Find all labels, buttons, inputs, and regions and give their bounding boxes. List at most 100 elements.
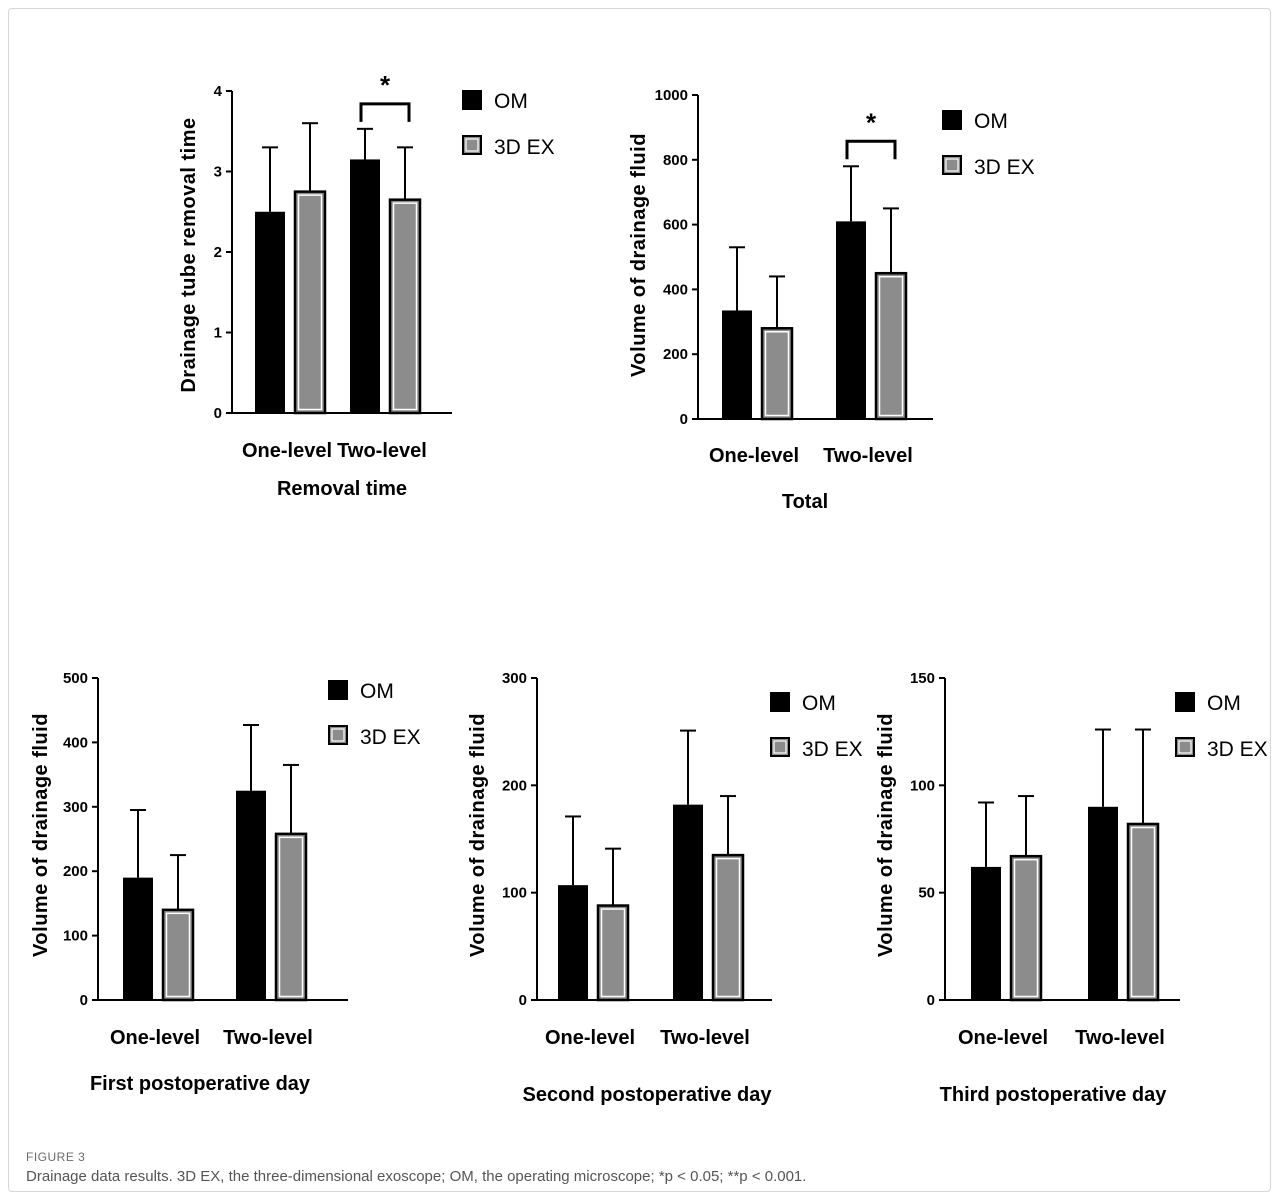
bar-3d-ex-inner (278, 836, 304, 998)
chart-removal-time: 0 1 2 3 4 One-level Two-level * Removal time Drai… (178, 70, 555, 500)
y-tick-label: 2 (214, 244, 222, 261)
y-tick-label: 0 (927, 992, 935, 1009)
legend-label-3d-ex: 3D EX (974, 156, 1035, 179)
legend-label-om: OM (974, 110, 1008, 133)
y-tick-label: 100 (502, 885, 527, 902)
x-axis-title: Total (782, 491, 828, 513)
bar-3d-ex (874, 271, 908, 421)
legend-swatch-3d-ex (328, 725, 348, 745)
x-category-label: Two-level (1075, 1027, 1165, 1049)
bar-3d-ex-inner (1013, 858, 1039, 998)
x-category-label: Two-level (660, 1027, 750, 1049)
bar-om (350, 159, 380, 413)
x-category-label: One-level (709, 445, 799, 467)
bar-3d-ex-inner (715, 857, 741, 998)
bar-3d-ex (596, 904, 630, 1002)
legend-label-om: OM (802, 692, 836, 715)
bar-om (971, 866, 1001, 1000)
x-category-label: One-level (242, 440, 332, 462)
y-tick-label: 800 (663, 152, 688, 169)
y-tick-label: 1 (214, 325, 222, 342)
bar-om (236, 790, 266, 1000)
legend-label-3d-ex: 3D EX (1207, 738, 1268, 761)
chart-second-postoperative-day: 0 100 200 300 One-level Two-level Second posto… (467, 670, 863, 1106)
y-tick-label: 100 (910, 777, 935, 794)
y-axis-title: Volume of drainage fluid (875, 713, 897, 957)
y-tick-label: 400 (63, 734, 88, 751)
bar-3d-ex (711, 853, 745, 1002)
x-axis-title: First postoperative day (90, 1073, 311, 1095)
legend-swatch-om (942, 110, 962, 130)
significance-bracket (845, 139, 897, 160)
y-tick-label: 100 (63, 928, 88, 945)
y-tick-label: 50 (918, 885, 935, 902)
legend-label-om: OM (1207, 692, 1241, 715)
bar-3d-ex (1126, 822, 1160, 1002)
legend-swatch-3d-ex-inner (1178, 740, 1192, 754)
legend-swatch-3d-ex-inner (773, 740, 787, 754)
bar-3d-ex-inner (392, 202, 418, 411)
legend-swatch-om (1175, 692, 1195, 712)
y-tick-label: 300 (502, 670, 527, 687)
bar-om (1088, 806, 1118, 1000)
bar-3d-ex (274, 832, 308, 1002)
figure-frame (8, 8, 1271, 1192)
legend-swatch-3d-ex (1175, 737, 1195, 757)
legend-swatch-3d-ex-inner (465, 138, 479, 152)
y-tick-label: 600 (663, 217, 688, 234)
y-tick-label: 0 (214, 405, 222, 422)
y-tick-label: 4 (214, 83, 223, 100)
bar-om (123, 877, 153, 1000)
y-tick-label: 300 (63, 799, 88, 816)
legend-swatch-om (770, 692, 790, 712)
x-category-label: One-level (110, 1027, 200, 1049)
significance-star: * (380, 70, 391, 100)
bar-3d-ex-inner (600, 908, 626, 998)
bar-3d-ex-inner (165, 912, 191, 998)
x-axis-title: Third postoperative day (940, 1084, 1168, 1106)
bar-3d-ex (161, 908, 195, 1002)
y-tick-label: 150 (910, 670, 935, 687)
chart-third-postoperative-day: 0 50 100 150 One-level Two-level Third postope… (875, 670, 1268, 1106)
x-axis-title: Second postoperative day (523, 1084, 773, 1106)
x-category-label: Two-level (823, 445, 913, 467)
legend-label-om: OM (494, 90, 528, 113)
chart-first-postoperative-day: 0 100 200 300 400 500 One-level Two-level First … (30, 670, 421, 1095)
y-tick-label: 400 (663, 281, 688, 298)
y-axis-title: Volume of drainage fluid (467, 713, 489, 957)
bar-3d-ex-inner (297, 194, 323, 411)
y-tick-label: 0 (80, 992, 88, 1009)
legend-label-3d-ex: 3D EX (802, 738, 863, 761)
bar-om (836, 221, 866, 419)
figure-caption-text: Drainage data results. 3D EX, the three-… (26, 1168, 807, 1185)
bar-3d-ex-inner (764, 331, 790, 417)
bar-om (558, 885, 588, 1000)
legend-swatch-3d-ex-inner (331, 728, 345, 742)
bar-3d-ex (388, 198, 422, 415)
bar-3d-ex-inner (878, 275, 904, 417)
y-tick-label: 0 (680, 411, 688, 428)
legend-swatch-3d-ex (462, 135, 482, 155)
y-tick-label: 3 (214, 164, 222, 181)
x-category-label: Two-level (337, 440, 427, 462)
legend-label-3d-ex: 3D EX (360, 726, 421, 749)
legend-swatch-om (462, 90, 482, 110)
y-tick-label: 200 (502, 777, 527, 794)
bar-3d-ex (293, 190, 327, 415)
x-axis-title: Removal time (277, 478, 407, 500)
y-tick-label: 0 (519, 992, 527, 1009)
figure-label: FIGURE 3 (26, 1150, 86, 1164)
bar-3d-ex-inner (1130, 826, 1156, 998)
y-axis-title: Volume of drainage fluid (30, 713, 52, 957)
x-category-label: Two-level (223, 1027, 313, 1049)
bar-om (255, 211, 285, 413)
significance-bracket (359, 102, 411, 122)
significance-star: * (866, 107, 877, 137)
legend-swatch-om (328, 680, 348, 700)
legend-swatch-3d-ex-inner (945, 158, 959, 172)
bar-3d-ex (760, 327, 794, 421)
figure-caption: FIGURE 3 Drainage data results. 3D EX, t… (26, 1150, 1256, 1185)
bar-3d-ex (1009, 854, 1043, 1002)
x-category-label: One-level (545, 1027, 635, 1049)
y-axis-title: Drainage tube removal time (178, 117, 200, 392)
